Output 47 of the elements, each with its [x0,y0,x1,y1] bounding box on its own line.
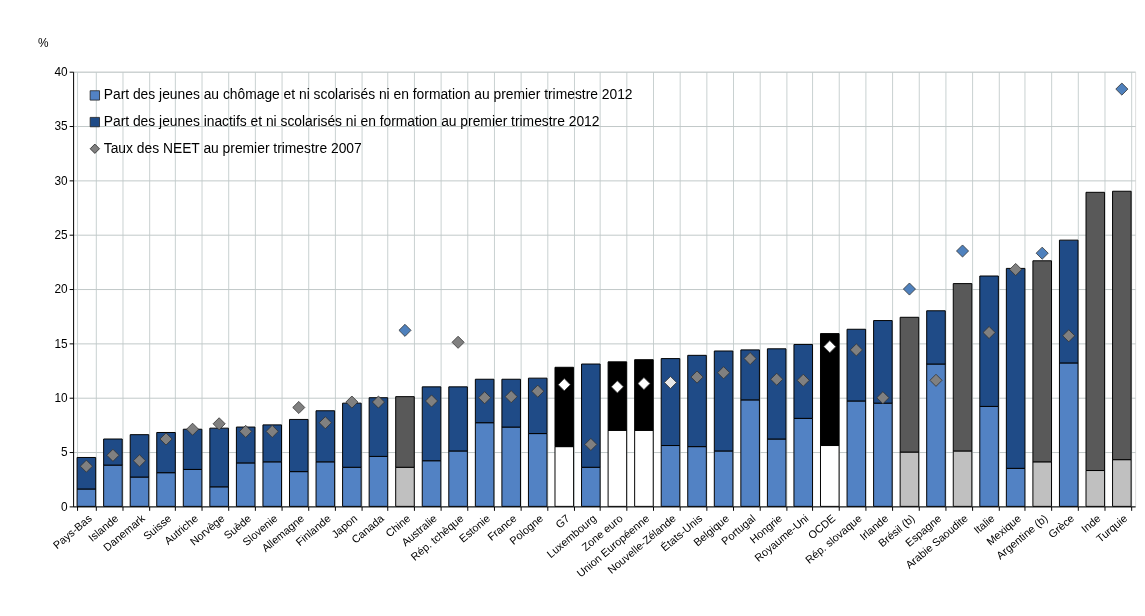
y-tick-label: 0 [61,499,69,514]
point [1009,263,1023,276]
point [584,437,598,451]
point [345,395,359,409]
y-tick-label: 40 [54,65,69,80]
point [637,377,651,391]
point [451,335,465,349]
point [239,424,253,438]
point [717,366,731,380]
point [212,417,226,431]
point [159,432,173,446]
y-tick-label: 35 [54,119,69,134]
point [796,373,810,387]
point [929,373,943,387]
legend-label: Part des jeunes inactifs et ni scolarisés ni en formation au premier trimestre 2012 [103,113,600,130]
y-tick-label: 25 [54,228,69,243]
point [982,326,996,339]
point [1115,82,1129,96]
point [186,422,200,436]
point [531,384,545,398]
point [371,395,385,409]
point [690,370,704,384]
point [1035,246,1049,260]
point [292,401,306,414]
legend-label: Taux des NEET au premier trimestre 2007 [103,139,362,156]
point [664,376,677,389]
point [398,323,412,337]
point [557,378,571,392]
point [1062,329,1076,343]
y-tick-label: 20 [54,282,69,297]
y-tick-label: 10 [54,391,69,406]
point [743,352,757,366]
point [823,340,837,354]
legend-label: Part des jeunes au chômage et ni scolarisés ni en formation au premier trimestre 2012 [103,86,633,103]
y-tick-label: 5 [61,445,69,460]
point [610,380,624,394]
point [876,391,890,405]
y-axis-title: % [38,36,50,51]
y-tick-label: 30 [54,173,69,188]
y-tick-label: 15 [54,336,69,351]
point [956,244,969,258]
point [425,394,438,408]
point [265,424,279,438]
point [318,416,332,430]
point [770,372,784,386]
point [902,282,916,296]
point [849,343,863,357]
